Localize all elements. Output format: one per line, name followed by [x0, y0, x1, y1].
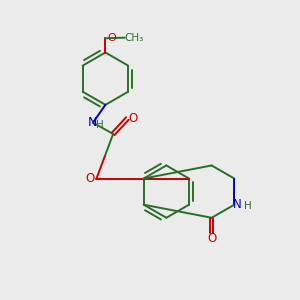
Text: O: O [207, 232, 216, 245]
Text: N: N [88, 116, 98, 129]
Text: O: O [85, 172, 94, 185]
Text: H: H [96, 120, 103, 130]
Text: CH₃: CH₃ [124, 33, 144, 43]
Text: N: N [233, 198, 242, 211]
Text: O: O [128, 112, 137, 125]
Text: H: H [244, 201, 251, 211]
Text: O: O [108, 33, 116, 43]
